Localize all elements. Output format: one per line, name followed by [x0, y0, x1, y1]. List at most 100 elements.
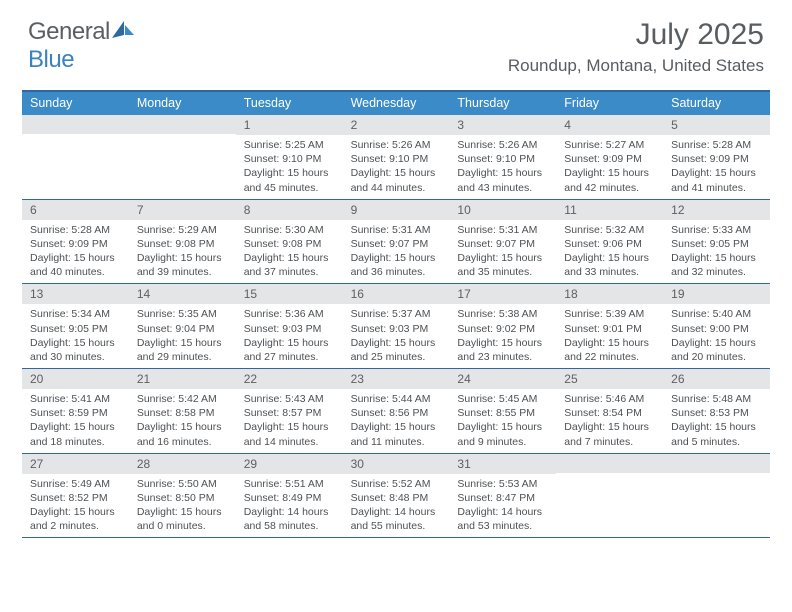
day-number: 30 — [343, 454, 450, 474]
calendar-day — [22, 115, 129, 199]
sunrise-text: Sunrise: 5:42 AM — [137, 392, 230, 406]
sunset-text: Sunset: 8:48 PM — [351, 491, 444, 505]
daylight-text: Daylight: 15 hours and 7 minutes. — [564, 420, 657, 448]
sunset-text: Sunset: 9:02 PM — [457, 322, 550, 336]
sunrise-text: Sunrise: 5:44 AM — [351, 392, 444, 406]
calendar-day: 6Sunrise: 5:28 AMSunset: 9:09 PMDaylight… — [22, 200, 129, 284]
calendar-day: 14Sunrise: 5:35 AMSunset: 9:04 PMDayligh… — [129, 284, 236, 368]
day-number: 3 — [449, 115, 556, 135]
sunrise-text: Sunrise: 5:46 AM — [564, 392, 657, 406]
sunset-text: Sunset: 9:05 PM — [671, 237, 764, 251]
sunset-text: Sunset: 8:50 PM — [137, 491, 230, 505]
sunrise-text: Sunrise: 5:28 AM — [30, 223, 123, 237]
daylight-text: Daylight: 15 hours and 16 minutes. — [137, 420, 230, 448]
calendar-week: 27Sunrise: 5:49 AMSunset: 8:52 PMDayligh… — [22, 454, 770, 539]
sunrise-text: Sunrise: 5:27 AM — [564, 138, 657, 152]
sunset-text: Sunset: 9:09 PM — [30, 237, 123, 251]
calendar-day: 19Sunrise: 5:40 AMSunset: 9:00 PMDayligh… — [663, 284, 770, 368]
daylight-text: Daylight: 15 hours and 30 minutes. — [30, 336, 123, 364]
dow-wednesday: Wednesday — [343, 92, 450, 115]
sunset-text: Sunset: 8:53 PM — [671, 406, 764, 420]
calendar-week: 13Sunrise: 5:34 AMSunset: 9:05 PMDayligh… — [22, 284, 770, 369]
daylight-text: Daylight: 15 hours and 37 minutes. — [244, 251, 337, 279]
daylight-text: Daylight: 15 hours and 41 minutes. — [671, 166, 764, 194]
dow-saturday: Saturday — [663, 92, 770, 115]
sunset-text: Sunset: 9:07 PM — [457, 237, 550, 251]
calendar-day: 5Sunrise: 5:28 AMSunset: 9:09 PMDaylight… — [663, 115, 770, 199]
calendar-day: 13Sunrise: 5:34 AMSunset: 9:05 PMDayligh… — [22, 284, 129, 368]
daylight-text: Daylight: 15 hours and 2 minutes. — [30, 505, 123, 533]
sunset-text: Sunset: 9:07 PM — [351, 237, 444, 251]
calendar-day: 29Sunrise: 5:51 AMSunset: 8:49 PMDayligh… — [236, 454, 343, 538]
sunrise-text: Sunrise: 5:43 AM — [244, 392, 337, 406]
calendar-day: 28Sunrise: 5:50 AMSunset: 8:50 PMDayligh… — [129, 454, 236, 538]
sunset-text: Sunset: 9:08 PM — [137, 237, 230, 251]
dow-thursday: Thursday — [449, 92, 556, 115]
day-body: Sunrise: 5:43 AMSunset: 8:57 PMDaylight:… — [236, 389, 343, 453]
day-number: 19 — [663, 284, 770, 304]
calendar-day: 18Sunrise: 5:39 AMSunset: 9:01 PMDayligh… — [556, 284, 663, 368]
sunrise-text: Sunrise: 5:32 AM — [564, 223, 657, 237]
sunset-text: Sunset: 9:01 PM — [564, 322, 657, 336]
daylight-text: Daylight: 15 hours and 18 minutes. — [30, 420, 123, 448]
day-body: Sunrise: 5:26 AMSunset: 9:10 PMDaylight:… — [343, 135, 450, 199]
calendar-day: 27Sunrise: 5:49 AMSunset: 8:52 PMDayligh… — [22, 454, 129, 538]
day-body: Sunrise: 5:28 AMSunset: 9:09 PMDaylight:… — [22, 220, 129, 284]
day-number: 17 — [449, 284, 556, 304]
daylight-text: Daylight: 15 hours and 29 minutes. — [137, 336, 230, 364]
calendar-day: 16Sunrise: 5:37 AMSunset: 9:03 PMDayligh… — [343, 284, 450, 368]
daylight-text: Daylight: 15 hours and 40 minutes. — [30, 251, 123, 279]
sunrise-text: Sunrise: 5:35 AM — [137, 307, 230, 321]
dow-monday: Monday — [129, 92, 236, 115]
day-body: Sunrise: 5:31 AMSunset: 9:07 PMDaylight:… — [343, 220, 450, 284]
sunset-text: Sunset: 9:00 PM — [671, 322, 764, 336]
day-body: Sunrise: 5:27 AMSunset: 9:09 PMDaylight:… — [556, 135, 663, 199]
sunset-text: Sunset: 9:03 PM — [351, 322, 444, 336]
calendar-week: 1Sunrise: 5:25 AMSunset: 9:10 PMDaylight… — [22, 115, 770, 200]
day-number — [22, 115, 129, 134]
sunrise-text: Sunrise: 5:26 AM — [457, 138, 550, 152]
day-body: Sunrise: 5:53 AMSunset: 8:47 PMDaylight:… — [449, 474, 556, 538]
sunrise-text: Sunrise: 5:48 AM — [671, 392, 764, 406]
day-number: 29 — [236, 454, 343, 474]
daylight-text: Daylight: 15 hours and 5 minutes. — [671, 420, 764, 448]
day-number: 23 — [343, 369, 450, 389]
sunrise-text: Sunrise: 5:45 AM — [457, 392, 550, 406]
day-number: 22 — [236, 369, 343, 389]
calendar-day: 25Sunrise: 5:46 AMSunset: 8:54 PMDayligh… — [556, 369, 663, 453]
day-number: 26 — [663, 369, 770, 389]
daylight-text: Daylight: 15 hours and 36 minutes. — [351, 251, 444, 279]
day-body: Sunrise: 5:29 AMSunset: 9:08 PMDaylight:… — [129, 220, 236, 284]
daylight-text: Daylight: 15 hours and 32 minutes. — [671, 251, 764, 279]
day-number: 15 — [236, 284, 343, 304]
daylight-text: Daylight: 15 hours and 35 minutes. — [457, 251, 550, 279]
dow-sunday: Sunday — [22, 92, 129, 115]
calendar-day: 11Sunrise: 5:32 AMSunset: 9:06 PMDayligh… — [556, 200, 663, 284]
sunset-text: Sunset: 8:47 PM — [457, 491, 550, 505]
day-body: Sunrise: 5:37 AMSunset: 9:03 PMDaylight:… — [343, 304, 450, 368]
sunset-text: Sunset: 8:57 PM — [244, 406, 337, 420]
day-number — [556, 454, 663, 473]
day-body: Sunrise: 5:31 AMSunset: 9:07 PMDaylight:… — [449, 220, 556, 284]
daylight-text: Daylight: 15 hours and 25 minutes. — [351, 336, 444, 364]
calendar-day: 9Sunrise: 5:31 AMSunset: 9:07 PMDaylight… — [343, 200, 450, 284]
calendar-day: 7Sunrise: 5:29 AMSunset: 9:08 PMDaylight… — [129, 200, 236, 284]
sail-icon — [112, 21, 134, 39]
sunrise-text: Sunrise: 5:33 AM — [671, 223, 764, 237]
calendar-day: 15Sunrise: 5:36 AMSunset: 9:03 PMDayligh… — [236, 284, 343, 368]
daylight-text: Daylight: 15 hours and 23 minutes. — [457, 336, 550, 364]
day-number: 27 — [22, 454, 129, 474]
daylight-text: Daylight: 15 hours and 44 minutes. — [351, 166, 444, 194]
calendar-day: 4Sunrise: 5:27 AMSunset: 9:09 PMDaylight… — [556, 115, 663, 199]
day-number: 9 — [343, 200, 450, 220]
day-body: Sunrise: 5:49 AMSunset: 8:52 PMDaylight:… — [22, 474, 129, 538]
month-title: July 2025 — [508, 18, 764, 52]
sunset-text: Sunset: 8:54 PM — [564, 406, 657, 420]
sunset-text: Sunset: 8:52 PM — [30, 491, 123, 505]
day-body: Sunrise: 5:51 AMSunset: 8:49 PMDaylight:… — [236, 474, 343, 538]
day-of-week-header: Sunday Monday Tuesday Wednesday Thursday… — [22, 92, 770, 115]
sunset-text: Sunset: 8:56 PM — [351, 406, 444, 420]
day-body: Sunrise: 5:45 AMSunset: 8:55 PMDaylight:… — [449, 389, 556, 453]
sunrise-text: Sunrise: 5:34 AM — [30, 307, 123, 321]
sunset-text: Sunset: 9:08 PM — [244, 237, 337, 251]
